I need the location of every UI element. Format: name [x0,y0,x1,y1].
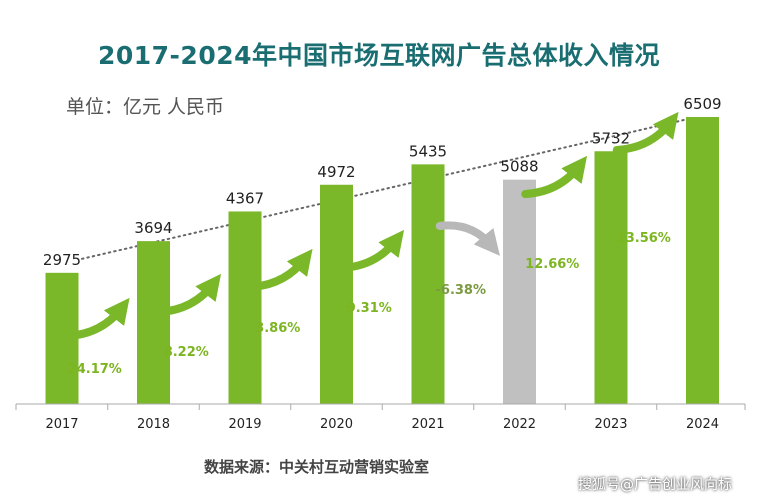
growth-arrow-2022 [435,221,500,256]
growth-arrow-2021 [338,229,405,272]
trend-line [81,117,694,260]
tick-label-2020: 2020 [320,417,353,432]
tick-label-2023: 2023 [594,417,627,432]
growth-arrow-2019 [155,273,222,316]
value-label-2022: 5088 [500,158,538,176]
growth-rate-2019: 8.22% [164,345,209,360]
value-label-2024: 6509 [683,95,721,113]
bar-2021 [411,164,445,404]
growth-rate-2023: 12.66% [525,257,579,272]
bar-2019 [228,211,262,404]
value-label-2017: 2975 [43,251,81,269]
unit-label: 单位：亿元 人民币 [66,96,225,118]
tick-label-2021: 2021 [411,417,444,432]
tick-label-2017: 2017 [45,417,78,432]
growth-rate-2020: 3.86% [255,321,300,336]
growth-rate-2018: 24.17% [68,362,122,377]
bar-2024 [686,117,719,404]
value-label-2019: 4367 [226,189,264,207]
tick-label-2022: 2022 [503,417,536,432]
growth-arrow-2023 [521,155,588,198]
value-label-2023: 5732 [592,129,630,147]
bar-2020 [320,184,353,404]
tick-label-2019: 2019 [228,417,261,432]
value-label-2021: 5435 [409,142,447,160]
value-label-2020: 4972 [317,163,355,181]
bar-2023 [594,151,628,404]
data-source: 数据来源：中关村互动营销实验室 [204,458,430,476]
growth-arrow-2018 [63,297,130,340]
tick-label-2018: 2018 [137,417,170,432]
growth-arrow-2024 [612,111,679,154]
growth-rate-2022: -6.38% [436,283,487,298]
watermark: 搜狐号@广告创业风向标 [578,477,732,493]
bar-2022 [503,179,536,404]
chart-title: 2017-2024年中国市场互联网广告总体收入情况 [97,41,661,70]
growth-rate-2021: 9.31% [347,301,392,316]
value-label-2018: 3694 [134,219,172,237]
growth-rate-2024: 13.56% [617,231,671,246]
growth-arrow-2020 [246,248,313,291]
bar-2018 [137,241,170,404]
tick-label-2024: 2024 [686,417,719,432]
